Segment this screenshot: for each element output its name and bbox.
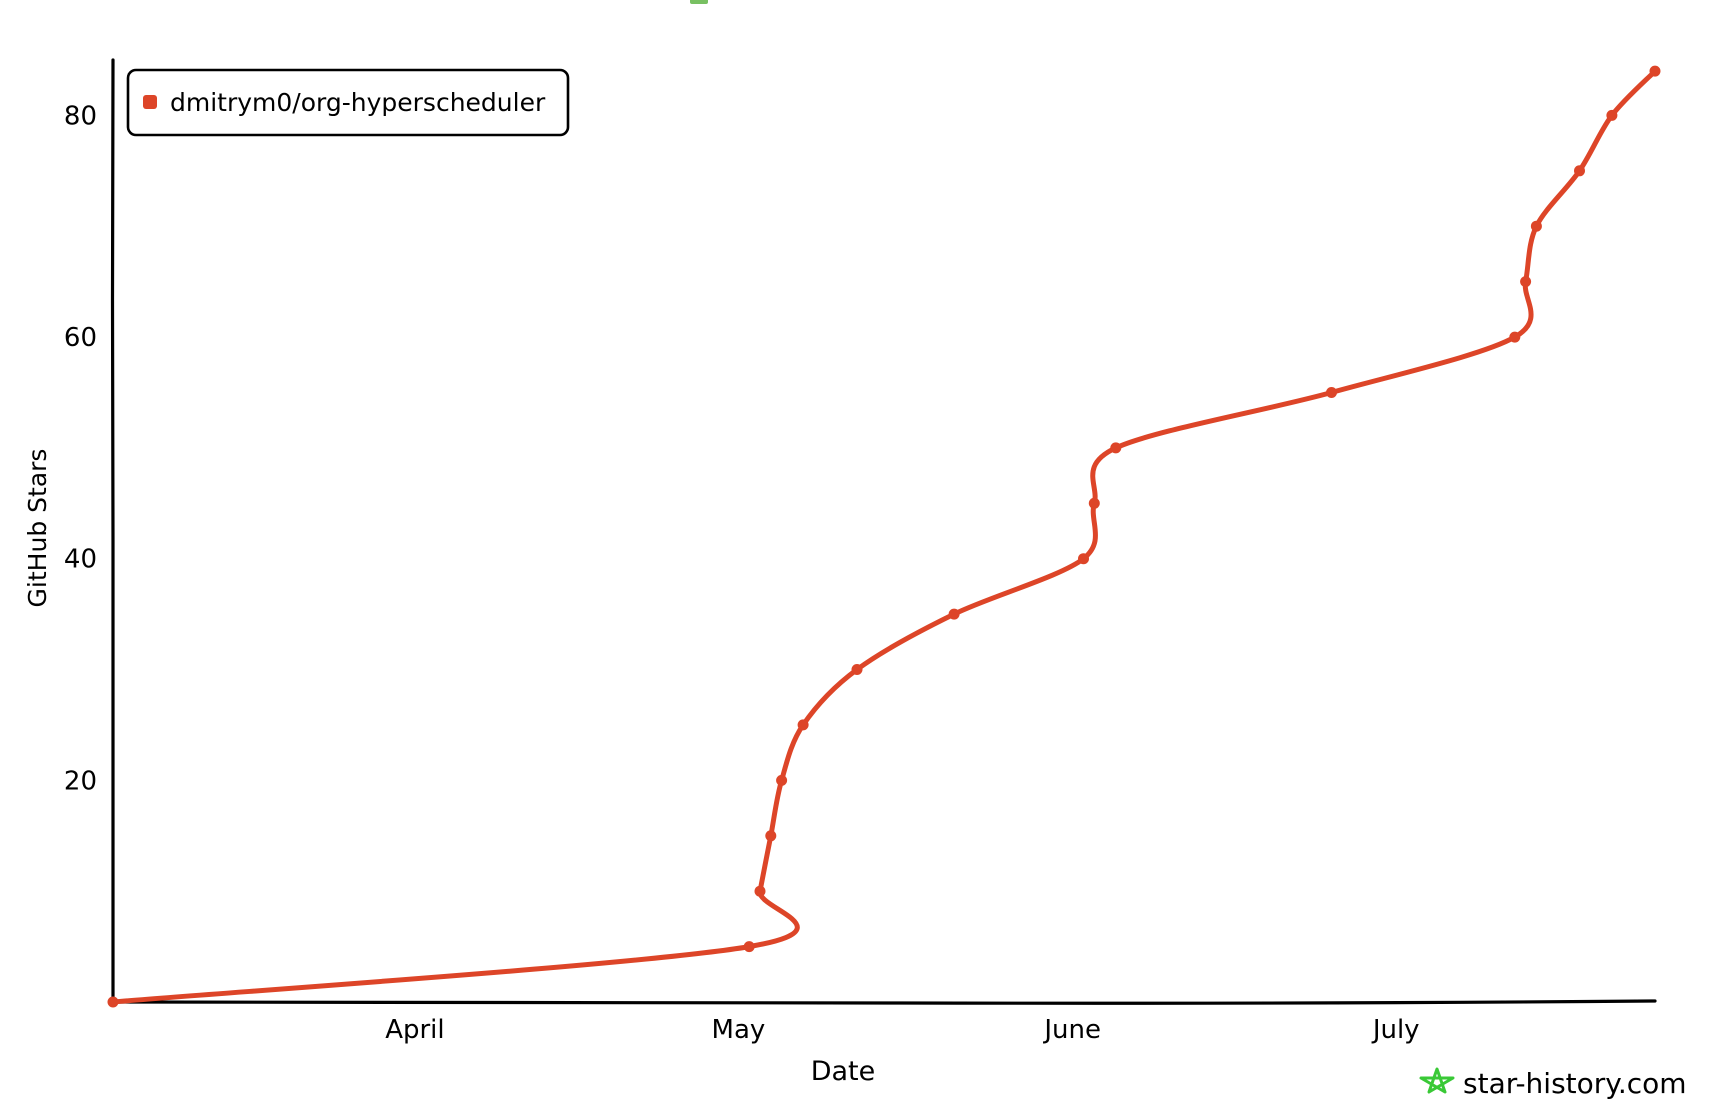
y-tick-labels: 20 40 60 80 <box>64 101 97 796</box>
series-point <box>1606 109 1618 121</box>
x-axis-title: Date <box>811 1056 876 1087</box>
series-point <box>797 719 809 731</box>
series-point <box>948 608 960 620</box>
axes <box>110 58 1657 1005</box>
y-tick-label: 80 <box>64 101 97 131</box>
series-point <box>1326 387 1337 398</box>
y-axis-title: GitHub Stars <box>23 449 52 608</box>
series-point <box>776 774 788 786</box>
legend-label: dmitrym0/org-hyperscheduler <box>170 88 546 117</box>
series-point <box>1520 276 1532 288</box>
y-axis-line <box>110 58 116 1004</box>
x-tick-labels: April May June July <box>385 1015 1419 1045</box>
series-point <box>1509 331 1521 343</box>
series-point <box>1088 497 1100 509</box>
legend-swatch <box>143 95 157 109</box>
series-point <box>1574 165 1585 177</box>
watermark: star-history.com <box>1419 1067 1687 1100</box>
top-cropped-icon <box>690 0 708 4</box>
x-axis-line <box>111 999 1657 1005</box>
series-line <box>110 68 1658 1005</box>
y-tick-label: 20 <box>64 766 97 796</box>
y-tick-label: 40 <box>64 545 97 575</box>
series-point <box>107 996 119 1008</box>
legend-box <box>126 68 570 137</box>
x-tick-label: June <box>1042 1015 1101 1045</box>
series-point <box>743 941 755 953</box>
x-tick-label: May <box>712 1015 766 1045</box>
series-point <box>1078 553 1089 565</box>
series-layer <box>107 65 1661 1008</box>
series-point <box>754 885 766 897</box>
series-point <box>1110 442 1122 454</box>
watermark-text: star-history.com <box>1463 1067 1687 1100</box>
series-point <box>851 664 863 675</box>
series-point <box>1649 65 1661 77</box>
series-point <box>1530 220 1542 232</box>
x-tick-label: July <box>1371 1015 1420 1045</box>
y-tick-label: 60 <box>64 323 97 353</box>
series-point <box>765 830 777 842</box>
legend: dmitrym0/org-hyperscheduler <box>126 68 570 137</box>
x-tick-label: April <box>385 1015 444 1045</box>
star-outline-icon <box>1419 1067 1455 1094</box>
